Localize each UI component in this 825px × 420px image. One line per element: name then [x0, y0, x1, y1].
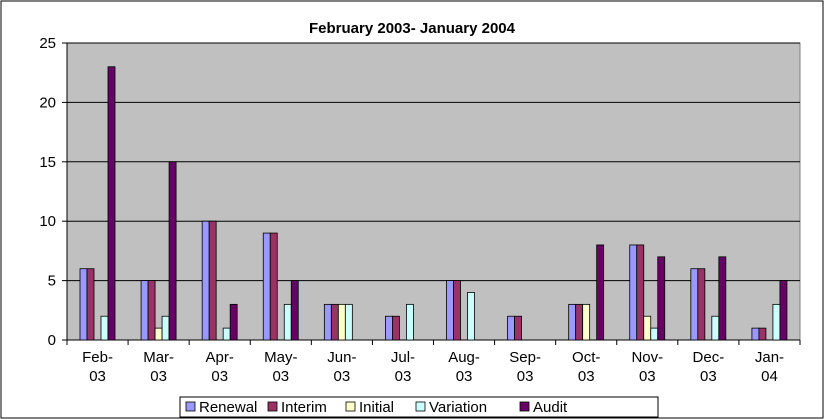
legend-swatch-variation	[415, 401, 426, 412]
bar-variation-9	[650, 327, 659, 341]
bar-interim-1	[147, 280, 156, 341]
bar-interim-11	[758, 327, 767, 341]
x-tick-label-9-line2: 03	[639, 368, 656, 385]
x-tick-label-7-line1: Sep-	[509, 349, 541, 366]
bar-interim-4	[330, 303, 339, 341]
bar-variation-11	[772, 303, 781, 341]
chart-title: February 2003- January 2004	[309, 20, 516, 37]
legend-swatch-interim	[267, 401, 278, 412]
x-tick-label-9-line1: Nov-	[631, 349, 663, 366]
x-tick-label-2-line1: Apr-	[206, 349, 234, 366]
legend-label-variation: Variation	[429, 399, 487, 416]
y-tick-label-15: 15	[39, 154, 56, 171]
bar-renewal-4	[323, 303, 332, 341]
x-tick-label-0-line2: 03	[89, 368, 106, 385]
y-tick-label-25: 25	[39, 35, 56, 52]
bar-interim-9	[636, 244, 645, 341]
bar-audit-8	[596, 244, 605, 341]
y-tick-label-5: 5	[48, 273, 56, 290]
plot-area	[66, 42, 801, 341]
bar-renewal-1	[140, 280, 149, 341]
bar-renewal-6	[446, 280, 454, 341]
x-tick-label-1-line2: 03	[150, 368, 167, 385]
bar-variation-6	[467, 292, 475, 341]
bar-interim-0	[86, 268, 95, 341]
bar-audit-2	[229, 303, 238, 341]
x-tick-label-6-line1: Aug-	[448, 349, 480, 366]
bar-renewal-8	[568, 303, 577, 341]
x-tick-label-3-line2: 03	[272, 368, 289, 385]
bar-renewal-2	[201, 220, 210, 341]
bar-variation-3	[283, 303, 292, 341]
legend-swatch-audit	[519, 401, 530, 412]
x-tick-label-4-line2: 03	[334, 368, 351, 385]
bar-audit-1	[168, 161, 177, 341]
x-tick-label-11-line1: Jan-	[755, 349, 784, 366]
x-tick-label-10-line1: Dec-	[693, 349, 725, 366]
bar-audit-11	[779, 280, 788, 341]
bar-variation-4	[344, 303, 353, 341]
bar-interim-8	[575, 303, 584, 341]
bar-initial-8	[582, 303, 591, 341]
bar-variation-10	[711, 315, 720, 341]
bar-initial-9	[643, 315, 652, 341]
bar-interim-7	[514, 315, 522, 341]
legend-swatch-initial	[345, 401, 356, 412]
bar-variation-0	[100, 315, 109, 341]
bar-interim-6	[453, 280, 461, 341]
x-tick-label-7-line2: 03	[517, 368, 534, 385]
bar-interim-5	[392, 315, 400, 341]
legend-label-renewal: Renewal	[199, 399, 257, 416]
bar-renewal-10	[690, 268, 699, 341]
x-tick-label-2-line2: 03	[211, 368, 228, 385]
y-tick-label-20: 20	[39, 94, 56, 111]
bar-renewal-11	[751, 327, 760, 341]
bar-variation-1	[161, 315, 170, 341]
y-tick-label-0: 0	[48, 332, 56, 349]
legend-label-interim: Interim	[281, 399, 327, 416]
bar-interim-10	[697, 268, 706, 341]
x-tick-label-0-line1: Feb-	[82, 349, 113, 366]
bar-audit-3	[290, 280, 299, 341]
x-tick-label-5-line1: Jul-	[391, 349, 415, 366]
x-tick-label-3-line1: May-	[264, 349, 297, 366]
bar-audit-0	[107, 66, 116, 341]
bar-interim-2	[208, 220, 217, 341]
x-tick-label-11-line2: 04	[761, 368, 778, 385]
x-tick-label-8-line1: Oct-	[572, 349, 600, 366]
legend-swatch-renewal	[185, 401, 196, 412]
bar-audit-10	[718, 256, 727, 341]
bar-variation-5	[406, 303, 414, 341]
bar-initial-4	[337, 303, 346, 341]
x-tick-label-8-line2: 03	[578, 368, 595, 385]
bar-renewal-0	[79, 268, 88, 341]
x-tick-label-6-line2: 03	[456, 368, 473, 385]
y-tick-label-10: 10	[39, 213, 56, 230]
bar-initial-1	[154, 327, 163, 341]
bar-interim-3	[269, 232, 278, 341]
legend-label-audit: Audit	[533, 399, 568, 416]
bar-renewal-9	[629, 244, 638, 341]
legend-label-initial: Initial	[359, 399, 394, 416]
bar-renewal-7	[507, 315, 515, 341]
bar-renewal-5	[385, 315, 393, 341]
x-tick-label-5-line2: 03	[395, 368, 412, 385]
bar-renewal-3	[262, 232, 271, 341]
x-tick-label-4-line1: Jun-	[327, 349, 356, 366]
x-tick-label-10-line2: 03	[700, 368, 717, 385]
bar-audit-9	[657, 256, 666, 341]
bar-variation-2	[222, 327, 231, 341]
x-tick-label-1-line1: Mar-	[143, 349, 174, 366]
